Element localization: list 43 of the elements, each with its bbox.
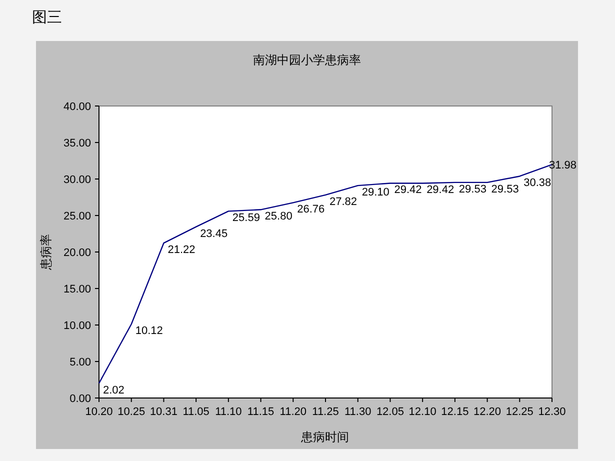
- x-tick-label: 10.31: [150, 406, 178, 418]
- text: 图三: [32, 9, 62, 26]
- x-tick-label: 11.25: [312, 406, 339, 418]
- x-tick-label: 12.25: [506, 406, 534, 418]
- data-label: 29.10: [362, 186, 390, 199]
- y-tick-label: 25.00: [63, 210, 91, 222]
- y-tick-label: 40.00: [63, 101, 91, 113]
- x-axis-title: 患病时间: [300, 430, 349, 444]
- chart-title: 南湖中园小学患病率: [253, 53, 361, 67]
- data-label: 27.82: [330, 196, 358, 208]
- x-tick-label: 12.20: [474, 406, 502, 418]
- x-tick-label: 11.30: [344, 406, 372, 418]
- data-label: 29.53: [491, 183, 519, 196]
- data-label: 25.80: [264, 210, 292, 223]
- x-tick-label: 12.05: [376, 406, 404, 418]
- y-tick-label: 5.00: [70, 356, 91, 368]
- data-label: 26.76: [297, 204, 325, 216]
- data-label: 10.12: [135, 325, 163, 338]
- data-label: 21.22: [168, 244, 196, 256]
- y-tick-label: 15.00: [63, 284, 91, 296]
- x-tick-label: 12.10: [408, 406, 436, 418]
- data-label: 25.59: [232, 212, 260, 224]
- data-label: 23.45: [200, 228, 228, 240]
- x-tick-label: 12.15: [441, 406, 469, 418]
- data-label: 31.98: [549, 160, 577, 172]
- x-tick-label: 11.15: [247, 406, 274, 418]
- x-tick-label: 10.25: [118, 406, 146, 418]
- x-tick-label: 11.20: [280, 406, 306, 418]
- y-tick-label: 30.00: [63, 174, 91, 186]
- x-tick-label: 11.05: [182, 406, 210, 418]
- data-label: 29.42: [426, 184, 454, 196]
- y-axis-title: 患病率: [39, 234, 53, 271]
- y-tick-label: 0.00: [70, 393, 91, 405]
- y-tick-label: 35.00: [63, 138, 91, 150]
- x-tick-label: 11.10: [215, 406, 242, 418]
- data-label: 29.53: [458, 183, 486, 196]
- y-tick-label: 20.00: [63, 247, 91, 259]
- data-label: 2.02: [103, 384, 124, 396]
- y-tick-label: 10.00: [63, 320, 91, 332]
- data-label: 29.42: [394, 184, 422, 196]
- data-label: 30.38: [524, 177, 552, 190]
- x-tick-label: 12.30: [538, 406, 566, 418]
- x-tick-label: 10.20: [85, 406, 113, 418]
